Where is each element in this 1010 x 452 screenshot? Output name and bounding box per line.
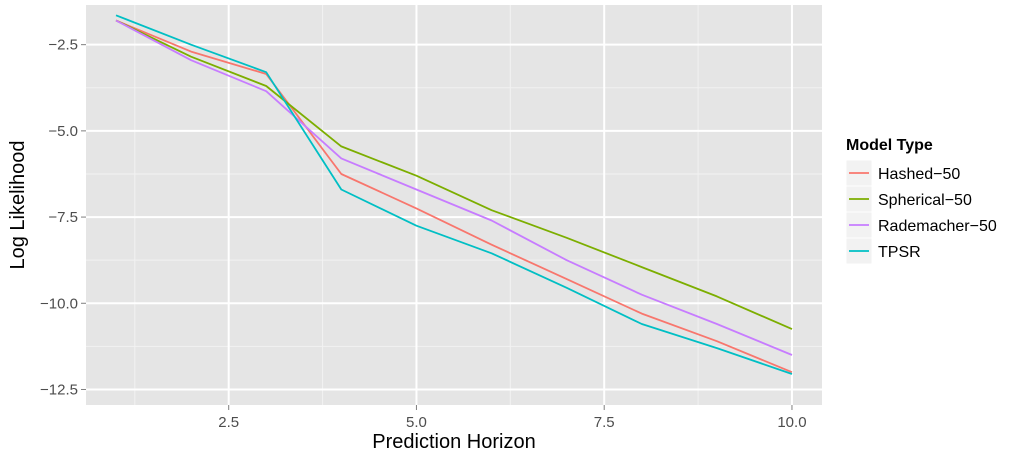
minor-gridlines — [86, 5, 822, 405]
y-tick-label: −10.0 — [40, 295, 78, 312]
x-tick-label: 10.0 — [777, 414, 806, 431]
legend-title: Model Type — [846, 137, 933, 154]
x-tick-label: 2.5 — [218, 414, 239, 431]
legend-label: TPSR — [878, 244, 921, 261]
y-tick-label: −12.5 — [40, 381, 78, 398]
legend: Model Type Hashed−50 Spherical−50 Rademach… — [845, 137, 997, 265]
y-tick-label: −7.5 — [48, 209, 78, 226]
x-tick-label: 5.0 — [406, 414, 427, 431]
legend-label: Spherical−50 — [878, 192, 972, 209]
x-tick-label: 7.5 — [594, 414, 615, 431]
legend-label: Hashed−50 — [878, 166, 960, 183]
legend-label: Rademacher−50 — [878, 218, 997, 235]
y-axis: −2.5 −5.0 −7.5 −10.0 −12.5 — [40, 37, 86, 398]
series-line — [115, 19, 793, 356]
series-lines — [115, 14, 793, 375]
y-tick-label: −2.5 — [48, 37, 78, 54]
y-tick-label: −5.0 — [48, 123, 78, 140]
series-line — [115, 19, 793, 374]
x-axis-title: Prediction Horizon — [372, 431, 535, 452]
series-line — [115, 14, 793, 375]
series-line — [115, 19, 793, 330]
x-axis: 2.5 5.0 7.5 10.0 — [218, 405, 807, 431]
y-axis-title: Log Likelihood — [7, 141, 29, 270]
